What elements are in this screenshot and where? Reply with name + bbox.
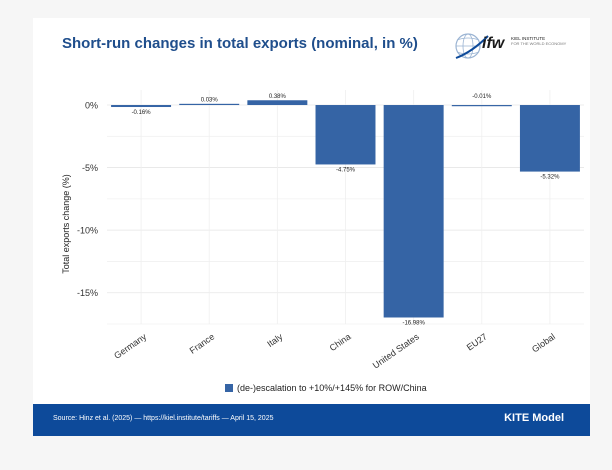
data-label: -16.98% (402, 320, 425, 326)
chart-card: Short-run changes in total exports (nomi… (33, 18, 590, 436)
data-label: -5.32% (540, 175, 560, 181)
bar-global (519, 105, 580, 172)
logo-subtitle-1: KIEL INSTITUTE (511, 36, 545, 41)
source-text: Source: Hinz et al. (2025) — https://kie… (53, 415, 274, 422)
data-label: -0.16% (132, 110, 152, 116)
x-tick-label: China (328, 331, 353, 353)
bar-italy (247, 100, 308, 106)
bar-germany (111, 105, 172, 108)
x-tick-label: Germany (112, 331, 148, 361)
y-tick-label: 0% (85, 101, 98, 111)
bar-france (179, 103, 240, 106)
x-tick-label: United States (371, 331, 421, 370)
chart-title: Short-run changes in total exports (nomi… (62, 35, 418, 52)
data-label: -0.01% (472, 94, 492, 100)
data-label: 0.38% (269, 94, 287, 100)
legend-swatch (225, 384, 233, 392)
globe-icon (455, 33, 489, 59)
x-tick-label: EU27 (465, 331, 489, 352)
y-tick-label: -5% (82, 163, 98, 173)
bar-united-states (383, 105, 444, 318)
logo-wordmark: ifw (482, 35, 506, 52)
data-labels: -0.16% 0.03% 0.38% -4.75% -16.98% -0.01% -5.32… (132, 94, 561, 327)
kiel-institute-logo: ifw KIEL INSTITUTE FOR THE WORLD ECONOMY (455, 33, 567, 59)
bar-eu27 (451, 105, 512, 107)
x-tick-label: France (188, 331, 217, 355)
y-tick-label: -15% (77, 288, 98, 298)
legend: (de-)escalation to +10%/+145% for ROW/Ch… (225, 383, 427, 393)
logo-subtitle-2: FOR THE WORLD ECONOMY (511, 41, 567, 46)
x-tick-label: Global (530, 331, 557, 354)
y-axis-label: Total exports change (%) (61, 174, 71, 274)
footer-bar: Source: Hinz et al. (2025) — https://kie… (33, 404, 590, 436)
legend-entry: (de-)escalation to +10%/+145% for ROW/Ch… (237, 383, 427, 393)
bar-china (315, 105, 376, 165)
bars (111, 100, 580, 318)
y-tick-label: -10% (77, 226, 98, 236)
data-label: 0.03% (201, 97, 219, 103)
y-tick-labels: 0% -5% -10% -15% (77, 101, 98, 299)
bar-chart: Total exports change (%) 0% -5% -10% -15% -… (61, 90, 584, 393)
model-label: KITE Model (504, 412, 564, 424)
data-label: -4.75% (336, 167, 356, 173)
x-tick-label: Italy (265, 331, 285, 349)
x-tick-labels: Germany France Italy China United States EU27… (112, 331, 557, 370)
